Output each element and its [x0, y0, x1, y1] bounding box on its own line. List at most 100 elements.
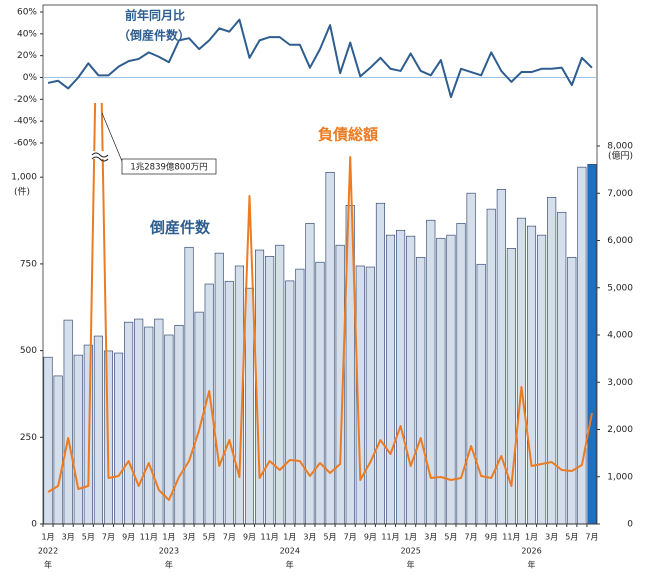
top-title: 前年同月比: [125, 8, 185, 23]
y-unit: (件): [14, 186, 30, 198]
bar: [53, 375, 63, 525]
y2-tick-label: 6,000: [607, 236, 633, 246]
x-tick-label: 3月: [545, 533, 558, 542]
bar: [557, 211, 567, 525]
bar: [406, 235, 416, 525]
bar: [526, 225, 537, 525]
year-label: 2026: [521, 547, 541, 556]
bar: [537, 234, 547, 525]
bar: [375, 202, 385, 525]
bar: [144, 326, 154, 525]
year-label: 2024: [280, 547, 300, 556]
year-suffix: 年: [528, 560, 536, 570]
bar: [396, 229, 406, 525]
bar: [214, 252, 224, 525]
top-y-tick-label: 60%: [17, 8, 37, 18]
x-tick-label: 11月: [502, 533, 520, 542]
x-tick-label: 1月: [283, 533, 296, 542]
bar: [516, 217, 526, 525]
bar: [295, 268, 305, 525]
top-y-tick-label: -20%: [14, 95, 38, 105]
bar: [466, 192, 476, 525]
x-tick-label: 9月: [364, 533, 377, 542]
top-y-tick-label: -60%: [14, 139, 38, 149]
bar: [567, 257, 577, 525]
y-tick-label: 0: [31, 520, 37, 530]
top-y-tick-label: 0%: [23, 73, 38, 83]
x-tick-label: 11月: [140, 533, 158, 542]
x-tick-label: 3月: [62, 533, 75, 542]
x-tick-label: 3月: [303, 533, 316, 542]
bar: [365, 266, 375, 525]
x-tick-label: 7月: [344, 533, 357, 542]
top-y-tick-label: 20%: [17, 51, 37, 61]
annotation-leader: [101, 112, 125, 167]
x-tick-label: 5月: [203, 533, 216, 542]
x-tick-label: 1月: [404, 533, 417, 542]
legend-bar: 倒産件数: [149, 219, 211, 237]
x-tick-label: 3月: [183, 533, 196, 542]
top-y-tick-label: -40%: [14, 117, 38, 127]
x-tick-label: 5月: [324, 533, 337, 542]
line: [47, 103, 593, 501]
bar: [93, 335, 103, 525]
bar: [73, 354, 83, 525]
annotation: 1兆2839億800万円: [130, 162, 207, 173]
y2-tick-label: 5,000: [607, 283, 633, 293]
x-tick-label: 11月: [261, 533, 279, 542]
bar: [63, 319, 73, 525]
x-tick-label: 1月: [162, 533, 175, 542]
x-tick-label: 1月: [41, 533, 54, 542]
x-tick-label: 5月: [82, 533, 95, 542]
year-label: 2023: [159, 547, 179, 556]
y-tick-label: 750: [20, 259, 37, 269]
y2-tick-label: 3,000: [607, 378, 633, 388]
bar: [275, 244, 285, 525]
annotation-box: [121, 158, 217, 175]
y2-tick-label: 2,000: [607, 425, 633, 435]
x-tick-label: 5月: [444, 533, 457, 542]
bar: [385, 234, 396, 525]
bar: [285, 280, 295, 525]
x-tick-label: 7月: [102, 533, 115, 542]
y-tick-label: 250: [20, 433, 37, 443]
x-tick-label: 1月: [525, 533, 538, 542]
y2-tick-label: 0: [627, 520, 633, 530]
bar: [476, 263, 486, 525]
year-suffix: 年: [44, 560, 52, 570]
x-tick-label: 9月: [122, 533, 135, 542]
y2-unit: (億円): [608, 150, 633, 162]
year-label: 2022: [38, 547, 58, 556]
bar: [436, 237, 446, 525]
bar: [174, 324, 184, 525]
axis-break: [91, 151, 109, 162]
bar: [547, 197, 557, 525]
y2-tick-label: 1,000: [607, 472, 633, 482]
line: [47, 18, 593, 99]
y-tick-label: 1,000: [11, 173, 37, 183]
year-suffix: 年: [165, 560, 173, 570]
year-label: 2025: [400, 547, 420, 556]
bar: [244, 287, 255, 525]
bar: [265, 255, 275, 525]
x-tick-label: 7月: [585, 533, 598, 542]
bar: [43, 356, 53, 525]
y2-tick-label: 8,000: [607, 142, 633, 152]
year-suffix: 年: [407, 560, 415, 570]
bar: [416, 257, 426, 525]
y2-tick-label: 4,000: [607, 331, 633, 341]
bar: [114, 352, 124, 525]
x-tick-label: 5月: [565, 533, 578, 542]
bar: [124, 321, 134, 525]
x-tick-label: 3月: [424, 533, 437, 542]
top-subtitle: （倒産件数）: [118, 28, 190, 43]
bar: [496, 189, 506, 525]
x-tick-label: 7月: [223, 533, 236, 542]
bar: [305, 223, 315, 525]
bar: [224, 280, 234, 525]
x-tick-label: 7月: [465, 533, 478, 542]
y-tick-label: 500: [20, 346, 37, 356]
year-suffix: 年: [286, 560, 294, 570]
top-y-tick-label: 40%: [17, 29, 37, 39]
